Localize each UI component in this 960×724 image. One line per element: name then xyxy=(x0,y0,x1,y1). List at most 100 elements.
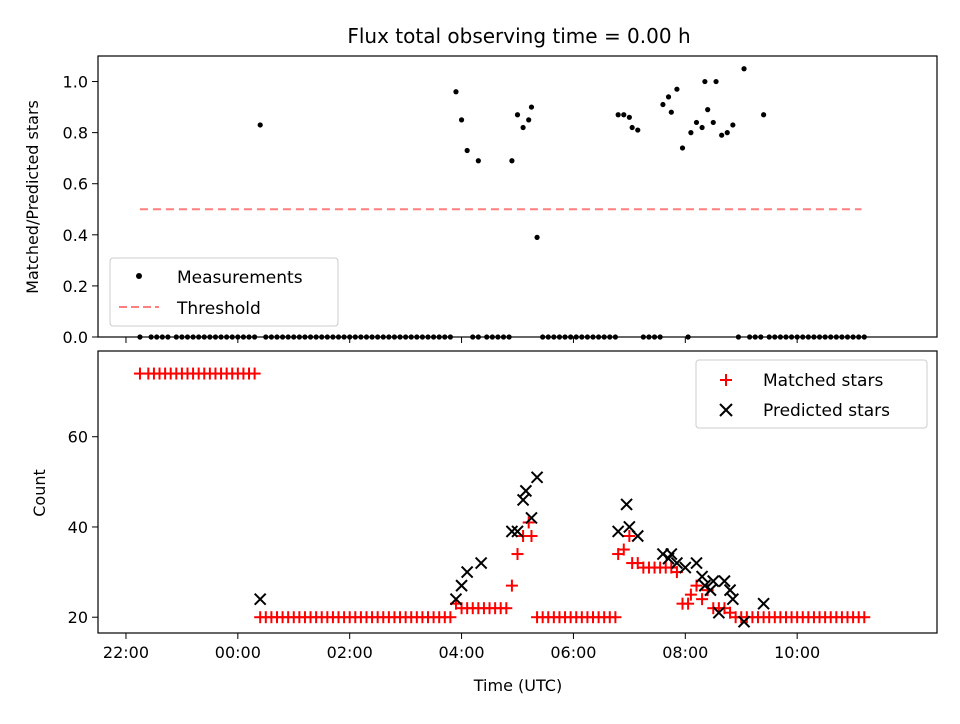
measurement-point xyxy=(724,130,730,136)
bottom-y-tick-label: 40 xyxy=(68,518,88,537)
bottom-x-tick-label: 08:00 xyxy=(662,643,708,662)
predicted-star-stroke-b xyxy=(505,525,519,538)
predicted-star-stroke-b xyxy=(670,556,684,570)
bottom-axes: 20 40 60 22:00 00:00 02:00 04:00 06:00 08:00 10:0… xyxy=(68,350,938,662)
bottom-x-tick-label: 04:00 xyxy=(439,643,485,662)
bottom-y-tick-label: 60 xyxy=(68,428,88,447)
top-y-tick-label: 0.4 xyxy=(63,226,88,245)
matched-star-point xyxy=(525,529,538,542)
matched-star-point xyxy=(682,597,695,610)
predicted-star-stroke-b xyxy=(611,525,625,538)
measurement-point xyxy=(679,145,686,151)
predicted-star-stroke-b xyxy=(530,471,544,484)
predicted-star-stroke-b xyxy=(723,583,737,597)
legend-matched-marker xyxy=(720,374,732,386)
bottom-panel: 20 40 60 22:00 00:00 02:00 04:00 06:00 08:00 10:0… xyxy=(30,350,938,695)
top-legend: Measurements Threshold xyxy=(109,257,339,327)
measurement-point xyxy=(526,117,532,123)
measurement-point xyxy=(713,78,719,85)
matched-star-point xyxy=(522,516,535,529)
bottom-x-tick-label: 00:00 xyxy=(215,643,261,662)
predicted-star-stroke-b xyxy=(620,498,633,511)
bottom-x-tick-label: 10:00 xyxy=(774,643,820,662)
measurement-point xyxy=(635,127,641,133)
measurement-point xyxy=(665,94,672,100)
top-axes: 0.0 0.2 0.4 0.6 0.8 1.0 xyxy=(63,55,938,347)
measurement-point xyxy=(257,122,263,128)
matched-star-point xyxy=(500,602,513,615)
predicted-star-point xyxy=(726,592,740,606)
predicted-star-point xyxy=(737,615,751,628)
measurement-point xyxy=(520,124,526,131)
predicted-star-stroke-b xyxy=(253,592,267,606)
matched-star-point xyxy=(444,611,457,624)
legend-matched-label: Matched stars xyxy=(763,371,883,391)
bottom-x-axis-label: Time (UTC) xyxy=(473,676,562,695)
predicted-star-stroke-b xyxy=(679,561,692,574)
predicted-star-point xyxy=(511,525,524,538)
measurement-point xyxy=(514,112,521,118)
measurement-point xyxy=(626,114,632,120)
top-y-tick-label: 0.0 xyxy=(63,328,88,347)
matched-star-point xyxy=(511,548,524,561)
bottom-x-tick-label: 02:00 xyxy=(327,643,373,662)
predicted-star-stroke-b xyxy=(519,484,533,498)
predicted-star-stroke-b xyxy=(737,615,751,628)
predicted-star-stroke-b xyxy=(623,520,636,534)
predicted-star-point xyxy=(723,583,737,597)
predicted-star-stroke-b xyxy=(516,493,530,507)
measurement-point xyxy=(453,89,459,95)
matched-star-point xyxy=(609,611,622,624)
measurement-point xyxy=(464,147,470,154)
measurement-point xyxy=(699,124,705,131)
legend-threshold-label: Threshold xyxy=(176,299,261,319)
predicted-star-point xyxy=(474,556,488,570)
predicted-star-stroke-b xyxy=(757,597,770,610)
measurement-point xyxy=(509,158,515,164)
legend-measurements-marker xyxy=(136,273,142,279)
measurement-point xyxy=(660,101,666,108)
predicted-star-point xyxy=(704,583,717,597)
predicted-star-stroke-b xyxy=(631,529,644,543)
predicted-star-point xyxy=(449,592,463,606)
predicted-star-point xyxy=(253,592,267,606)
predicted-star-stroke-b xyxy=(511,525,524,538)
predicted-star-point xyxy=(460,565,474,579)
measurement-point xyxy=(621,112,627,118)
measurement-point xyxy=(761,112,767,118)
predicted-star-stroke-b xyxy=(707,574,720,588)
measurement-point xyxy=(719,132,725,138)
predicted-star-stroke-b xyxy=(704,583,717,597)
measurement-point xyxy=(534,234,540,240)
measurement-point xyxy=(702,78,708,85)
measurement-point xyxy=(710,119,716,126)
predicted-star-point xyxy=(519,484,533,498)
predicted-star-stroke-b xyxy=(695,570,709,583)
measurement-point xyxy=(730,122,736,128)
predicted-star-stroke-b xyxy=(455,579,468,592)
measurement-point xyxy=(458,117,465,123)
measurement-point xyxy=(741,66,747,72)
top-y-tick-label: 0.8 xyxy=(63,124,88,143)
predicted-star-stroke-b xyxy=(712,606,726,619)
top-plot-frame xyxy=(97,55,938,338)
measurement-point xyxy=(668,109,674,115)
predicted-star-stroke-b xyxy=(726,592,740,606)
measurement-point xyxy=(693,119,700,126)
bottom-plot-marks xyxy=(133,367,871,628)
measurement-point xyxy=(705,107,711,113)
predicted-star-stroke-b xyxy=(449,592,463,606)
predicted-star-point xyxy=(525,511,538,525)
predicted-star-point xyxy=(757,597,770,610)
predicted-star-point xyxy=(707,574,720,588)
predicted-star-point xyxy=(455,579,468,592)
bottom-y-axis-label: Count xyxy=(30,469,49,517)
predicted-star-stroke-b xyxy=(525,511,538,525)
top-chart-title: Flux total observing time = 0.00 h xyxy=(347,24,690,48)
bottom-y-tick-label: 20 xyxy=(68,608,88,627)
bottom-legend: Matched stars Predicted stars xyxy=(695,359,928,429)
predicted-star-point xyxy=(620,498,633,511)
matched-star-point xyxy=(696,593,709,606)
predicted-star-point xyxy=(631,529,644,543)
